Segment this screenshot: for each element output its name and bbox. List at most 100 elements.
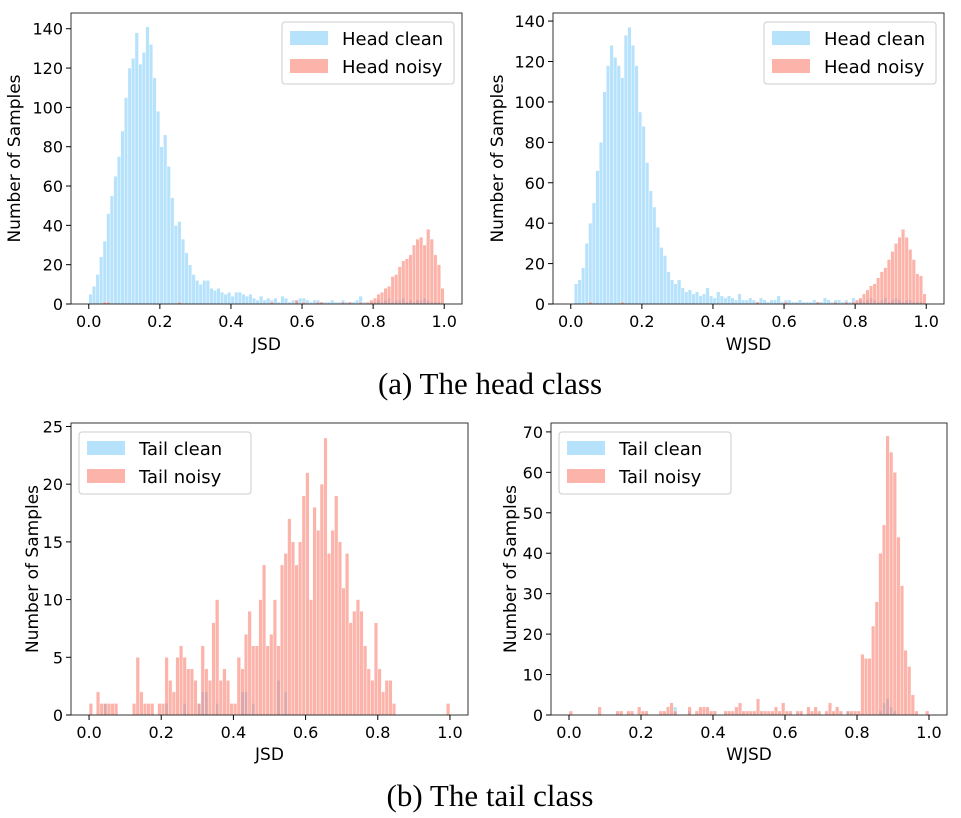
histogram-bar [236, 657, 241, 716]
x-tick-label: 0.4 [700, 723, 725, 742]
histogram-bar [330, 530, 335, 716]
histogram-bar [150, 703, 155, 716]
histogram-bar [241, 293, 246, 305]
histogram-bar [175, 657, 180, 716]
histogram-bar [135, 657, 140, 716]
histogram-bar [634, 65, 639, 305]
x-tick-label: 0.4 [700, 312, 725, 331]
histogram-bar [280, 564, 285, 716]
histogram-bar [627, 26, 632, 305]
histogram-bar [209, 288, 214, 305]
x-tick-label: 0.6 [771, 312, 796, 331]
legend-label: Head clean [342, 29, 443, 50]
histogram-bar [719, 295, 724, 305]
y-tick-label: 70 [523, 423, 543, 442]
y-tick-label: 20 [525, 255, 545, 274]
histogram-bar [727, 710, 732, 716]
legend-label: Tail clean [618, 439, 702, 460]
histogram-bar [186, 668, 191, 716]
histogram-bar [910, 694, 915, 716]
histogram-bar [613, 57, 618, 305]
histogram-bar [170, 197, 175, 305]
histogram-bar [205, 280, 210, 305]
chart-tail-wjsd: 0.0 0.2 0.4 0.6 0.8 1.0 0 10 20 30 40 50 60 70 WJSD Num… [501, 422, 948, 765]
y-tick-label: 40 [523, 544, 543, 563]
histogram-bar [266, 297, 271, 305]
histogram-bar [666, 271, 671, 305]
histogram-bar [734, 299, 739, 305]
histogram-bar [871, 625, 876, 716]
histogram-bar [191, 274, 196, 305]
histogram-bar [666, 706, 671, 716]
histogram-bar [305, 299, 310, 305]
histogram-bar [795, 710, 800, 716]
histogram-bar [652, 206, 657, 305]
axes-frame [550, 422, 948, 716]
histogram-bar [298, 541, 303, 716]
legend-label: Head noisy [342, 57, 443, 78]
histogram-bar [166, 166, 171, 305]
histogram-bar [606, 65, 611, 305]
histogram-bar [787, 299, 792, 305]
histogram-bar [272, 599, 277, 716]
histogram-bar [139, 691, 144, 716]
histogram-bar [240, 668, 245, 716]
histogram-bar [641, 125, 646, 305]
chart-tail-jsd: 0.0 0.2 0.4 0.6 0.8 1.0 0 5 10 15 20 25 JSD Number of… [23, 417, 469, 765]
y-tick-label: 5 [53, 648, 63, 667]
histogram-bar [88, 703, 93, 716]
histogram-bar [869, 285, 874, 305]
histogram-bar [752, 710, 757, 716]
histogram-bar [113, 175, 118, 305]
histogram-bar [337, 541, 342, 716]
histogram-bar [244, 295, 249, 305]
histogram-bar [702, 706, 707, 716]
histogram-bar [227, 292, 232, 305]
y-tick-label: 80 [43, 138, 63, 157]
histogram-bar [588, 222, 593, 305]
histogram-bar [171, 691, 176, 716]
histogram-bar [619, 710, 624, 716]
y-tick-label: 60 [43, 177, 63, 196]
histogram-bar [908, 249, 913, 305]
histogram-bar [305, 472, 310, 716]
histogram-bar [212, 290, 217, 305]
histogram-bar [876, 277, 881, 305]
histogram-bar [436, 264, 441, 305]
y-tick-label: 60 [523, 463, 543, 482]
histogram-bar [853, 710, 858, 716]
histogram-bar [179, 645, 184, 716]
histogram-bar [597, 706, 602, 716]
histogram-bar [197, 703, 202, 716]
histogram-bar [723, 297, 728, 305]
histogram-bar [914, 710, 919, 716]
histogram-bar [102, 240, 107, 305]
histogram-bar [334, 495, 339, 716]
histogram-bar [712, 297, 717, 305]
histogram-bar [738, 702, 743, 716]
histogram-bar [408, 254, 413, 305]
histogram-bar [922, 293, 927, 305]
histogram-bar [106, 703, 111, 716]
histogram-bar [345, 553, 350, 716]
x-tick-label: 0.8 [842, 312, 867, 331]
histogram-bar [247, 610, 252, 716]
histogram-bar [751, 299, 756, 305]
histogram-bar [831, 710, 836, 716]
histogram-bar [705, 706, 710, 716]
histogram-bar [283, 553, 288, 716]
histogram-bar [161, 703, 166, 716]
histogram-bar [670, 279, 675, 305]
histogram-bar [273, 297, 278, 305]
histogram-bar [867, 658, 872, 716]
histogram-bar [687, 706, 692, 716]
x-axis-label: WJSD [726, 335, 772, 355]
histogram-bar [159, 146, 164, 305]
y-axis-label: Number of Samples [488, 74, 508, 242]
histogram-bar [716, 291, 721, 305]
histogram-bar [220, 292, 225, 305]
histogram-bar [709, 710, 714, 716]
histogram-bar [762, 299, 767, 305]
histogram-bar [595, 170, 600, 305]
